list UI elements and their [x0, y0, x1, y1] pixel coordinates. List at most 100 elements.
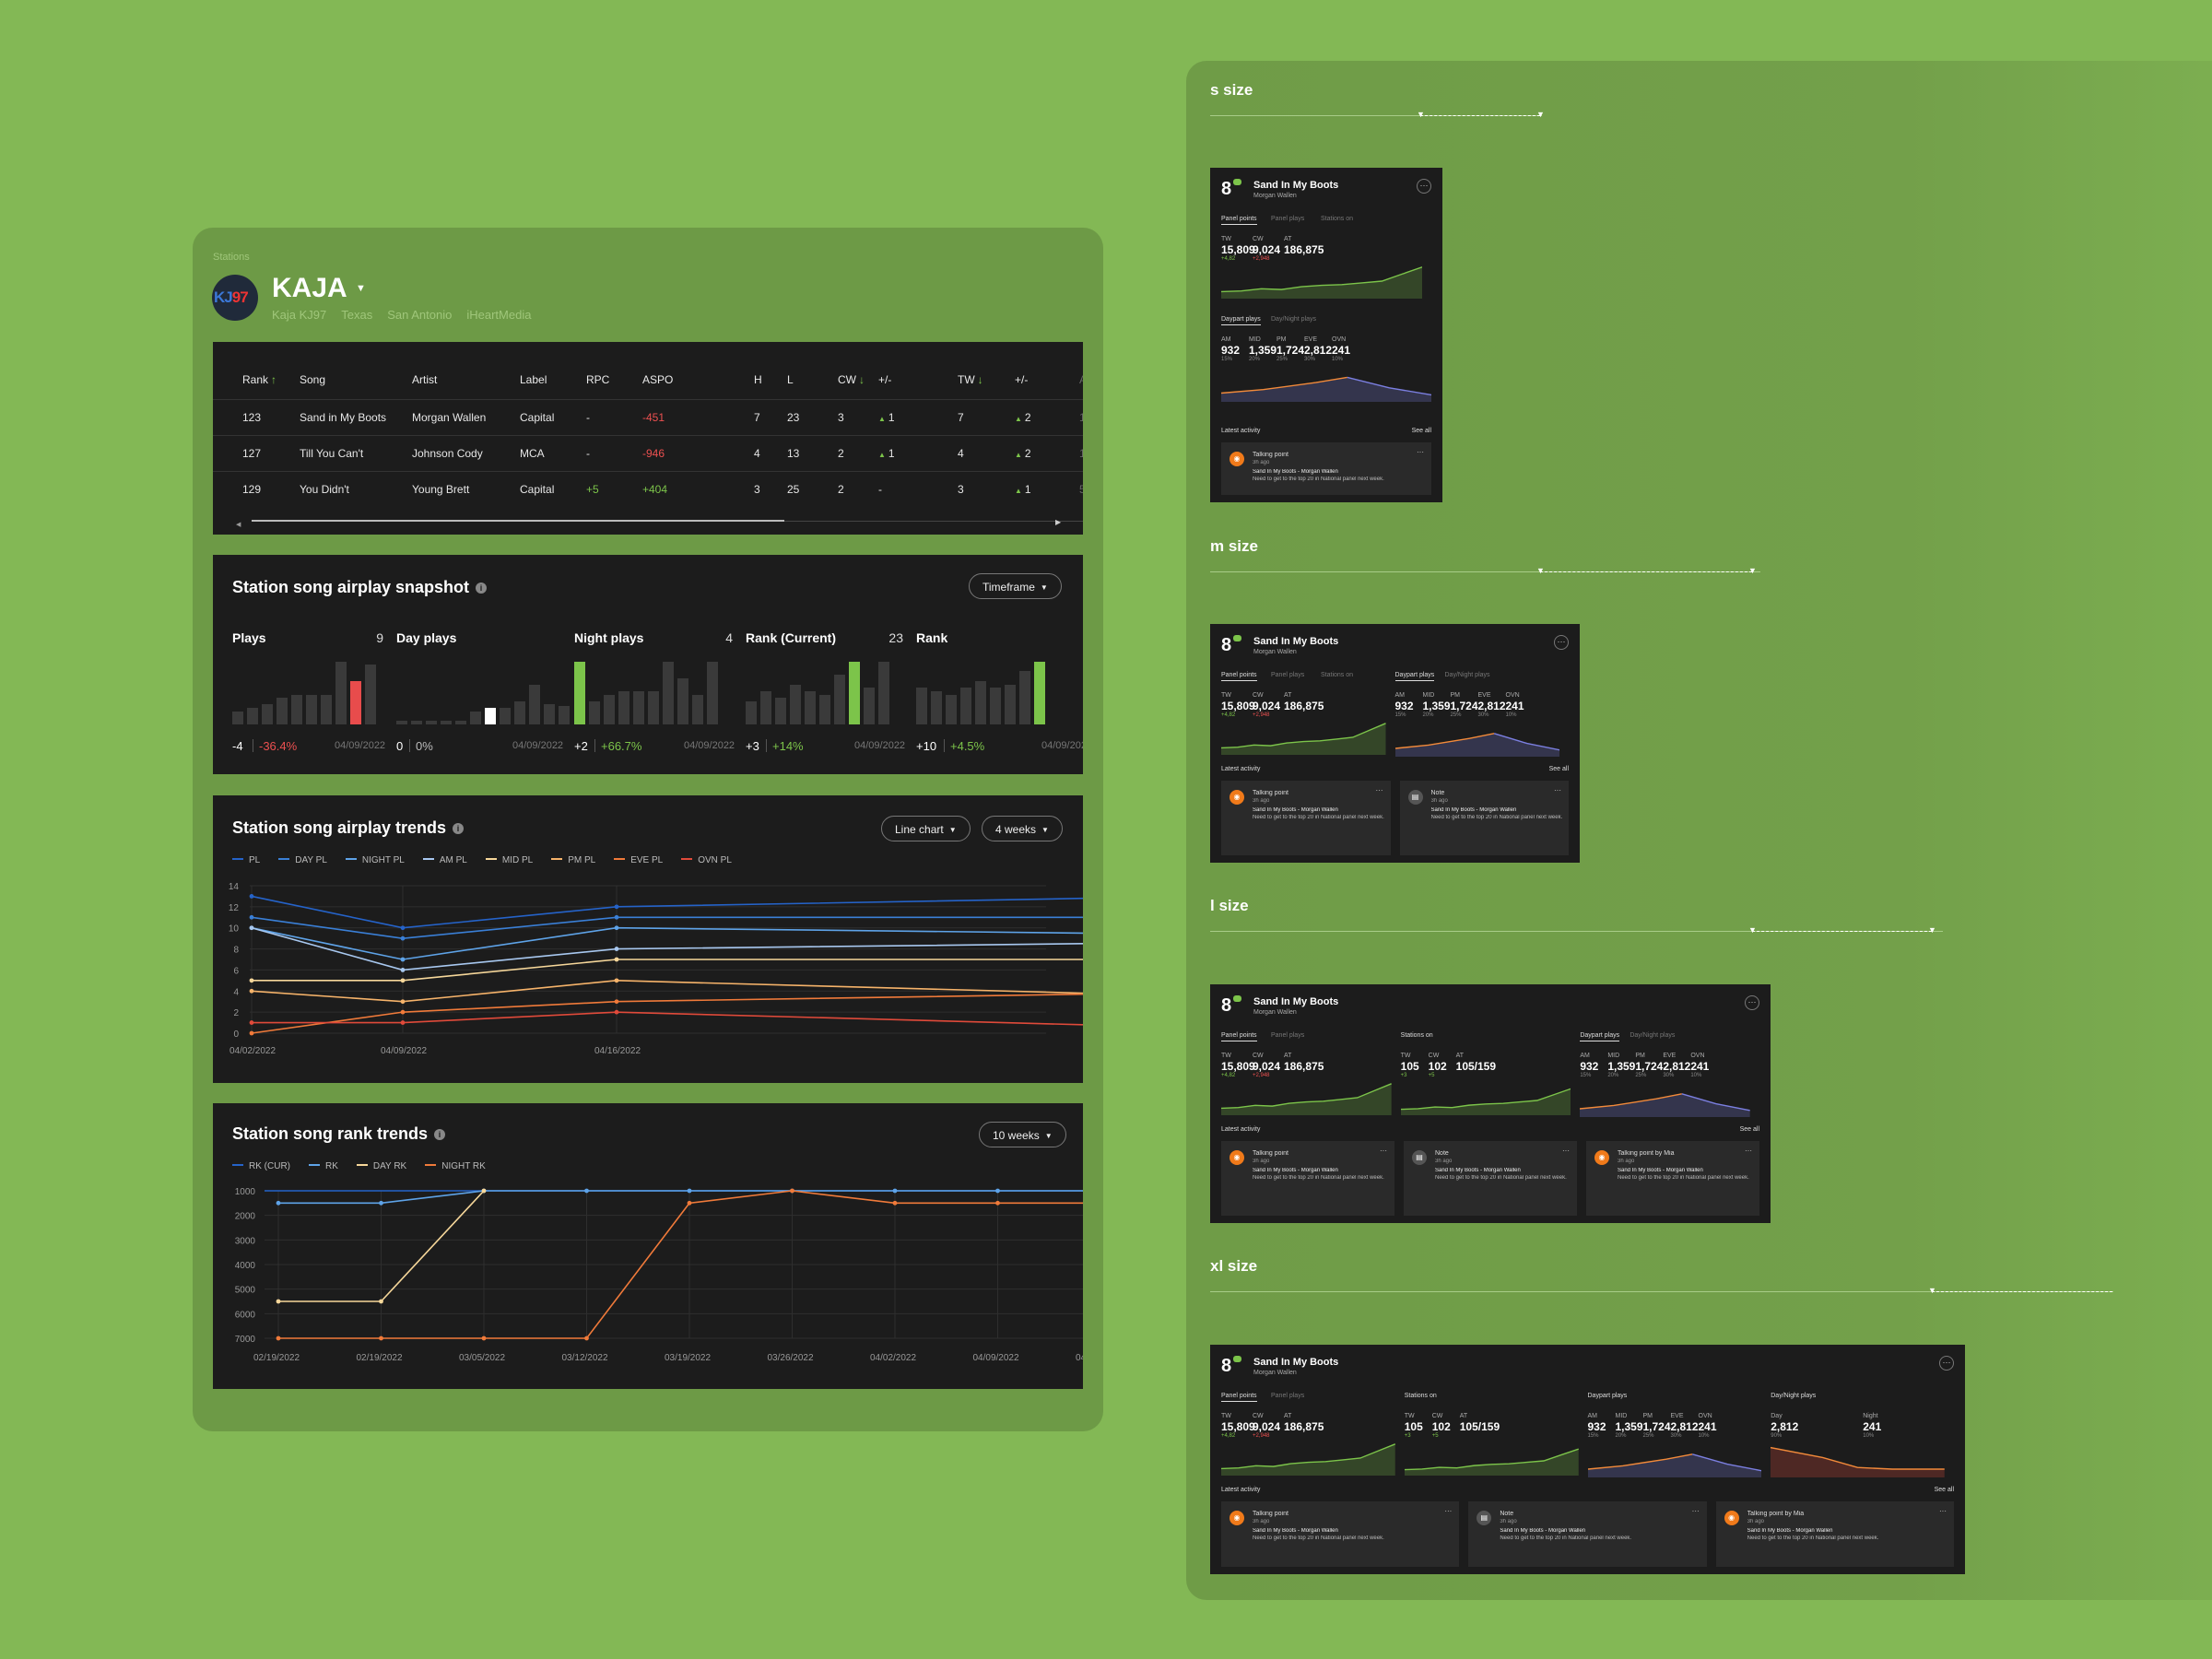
info-icon[interactable]: i [476, 582, 488, 594]
table-cell-rank: 127 [242, 447, 262, 460]
column-header[interactable]: A [1079, 373, 1083, 386]
card-tab[interactable]: Day/Night plays [1630, 1032, 1676, 1039]
snapshot-pct: -36.4% [259, 739, 298, 753]
chart-type-dropdown[interactable]: Line chart ▼ [881, 816, 971, 841]
ruler-marker[interactable]: ▼ [1748, 566, 1757, 575]
scroll-right-icon[interactable]: ▶ [1055, 518, 1062, 526]
card-tab[interactable]: Panel plays [1271, 1032, 1305, 1039]
legend-item[interactable]: MID PL [485, 855, 533, 865]
column-header[interactable]: ASPO [642, 373, 674, 386]
breadcrumb[interactable]: Stations [213, 252, 250, 263]
activity-menu-icon[interactable]: ··· [1554, 786, 1561, 794]
legend-item[interactable]: EVE PL [614, 855, 663, 865]
info-icon[interactable]: i [434, 1129, 446, 1140]
activity-item[interactable]: ◉ Talking point 3h ago Sand In My Boots - M… [1221, 1501, 1460, 1567]
legend-item[interactable]: NIGHT PL [345, 855, 405, 865]
sparkline-line [1404, 1448, 1579, 1471]
ruler-marker[interactable]: ▼ [1928, 925, 1936, 935]
legend-item[interactable]: RK [309, 1161, 338, 1171]
column-header[interactable]: Artist [412, 373, 438, 386]
column-header[interactable]: +/- [878, 373, 892, 386]
column-header[interactable]: Song [300, 373, 326, 386]
legend-item[interactable]: AM PL [422, 855, 467, 865]
activity-item[interactable]: ▤ Note 3h ago Sand In My Boots - Morgan Wal… [1468, 1501, 1707, 1567]
activity-item[interactable]: ◉ Talking point by Mia 3h ago Sand In My Bo… [1715, 1501, 1954, 1567]
card-tab[interactable]: Day/Night plays [1444, 672, 1490, 678]
legend-item[interactable]: PL [232, 855, 260, 865]
activity-item[interactable]: ◉ Talking point 3h ago Sand In My Boots - M… [1221, 1141, 1394, 1216]
more-options-icon[interactable]: ··· [1417, 179, 1431, 194]
legend-item[interactable]: OVN PL [681, 855, 732, 865]
card-tab[interactable]: Daypart plays [1221, 316, 1261, 325]
ruler-marker[interactable]: ▼ [1928, 1286, 1936, 1295]
card-tab[interactable]: Daypart plays [1580, 1032, 1620, 1041]
card-tab[interactable]: Panel points [1221, 1393, 1257, 1402]
column-header[interactable]: +/- [1015, 373, 1029, 386]
card-tab[interactable]: Day/Night plays [1271, 316, 1317, 323]
card-tab[interactable]: Daypart plays [1394, 672, 1435, 681]
activity-menu-icon[interactable]: ··· [1562, 1147, 1570, 1155]
scroll-left-icon[interactable]: ◀ [236, 522, 241, 528]
activity-menu-icon[interactable]: ··· [1938, 1507, 1947, 1515]
activity-menu-icon[interactable]: ··· [1444, 1507, 1453, 1515]
more-options-icon[interactable]: ··· [1745, 995, 1759, 1010]
see-all-link[interactable]: See all [1934, 1487, 1954, 1493]
scrollbar-thumb[interactable] [252, 520, 784, 522]
column-header[interactable]: CW ↓ [838, 373, 865, 386]
activity-menu-icon[interactable]: ··· [1745, 1147, 1752, 1155]
card-tab[interactable]: Panel points [1221, 672, 1257, 681]
info-icon[interactable]: i [453, 823, 465, 834]
card-tab[interactable]: Panel plays [1271, 1393, 1305, 1399]
legend-item[interactable]: DAY RK [356, 1161, 406, 1171]
activity-item[interactable]: ◉ Talking point 3h ago Sand In My Boots - M… [1221, 781, 1391, 855]
column-header[interactable]: H [754, 373, 762, 386]
snapshot-bar [663, 661, 674, 724]
card-tab[interactable]: Panel points [1221, 1032, 1257, 1041]
legend-item[interactable]: DAY PL [278, 855, 327, 865]
card-tab[interactable]: Panel plays [1271, 672, 1305, 678]
card-tab[interactable]: Panel points [1221, 216, 1257, 225]
table-row[interactable]: 129 You Didn't Young Brett Capital +5 +404 3 25… [213, 471, 1083, 507]
station-dropdown-icon[interactable]: ▼ [356, 283, 366, 294]
activity-item[interactable]: ▤ Note 3h ago Sand In My Boots - Morgan Wal… [1404, 1141, 1577, 1216]
legend-item[interactable]: NIGHT RK [425, 1161, 486, 1171]
activity-item[interactable]: ◉ Talking point by Mia 3h ago Sand In My Bo… [1586, 1141, 1759, 1216]
column-header[interactable]: TW ↓ [958, 373, 983, 386]
table-row[interactable]: 123 Sand in My Boots Morgan Wallen Capital -… [213, 399, 1083, 435]
sparkline-line [1681, 1093, 1750, 1112]
stat-key: CW [1253, 1053, 1264, 1059]
see-all-link[interactable]: See all [1739, 1126, 1759, 1133]
activity-menu-icon[interactable]: ··· [1380, 1147, 1387, 1155]
data-point [614, 925, 619, 931]
column-header[interactable]: RPC [586, 373, 610, 386]
ruler-marker[interactable]: ▼ [1748, 925, 1757, 935]
legend-item[interactable]: RK (CUR) [232, 1161, 290, 1171]
more-options-icon[interactable]: ··· [1939, 1356, 1954, 1371]
timeframe-dropdown[interactable]: Timeframe ▼ [969, 573, 1062, 599]
card-tab[interactable]: Stations on [1321, 672, 1354, 678]
snapshot-bar [864, 688, 875, 724]
card-tab[interactable]: Panel plays [1271, 216, 1305, 222]
card-tab[interactable]: Stations on [1321, 216, 1354, 222]
see-all-link[interactable]: See all [1411, 428, 1431, 434]
ruler-marker[interactable]: ▼ [1536, 566, 1545, 575]
column-header[interactable]: Rank ↑ [242, 373, 277, 386]
activity-item[interactable]: ◉ Talking point 3h ago Sand In My Boots - M… [1221, 442, 1431, 495]
ruler-marker[interactable]: ▼ [1417, 110, 1425, 119]
legend-item[interactable]: PM PL [551, 855, 595, 865]
column-header[interactable]: Label [520, 373, 547, 386]
stat-delta: 25% [1642, 1433, 1654, 1439]
rank-range-dropdown[interactable]: 10 weeks ▼ [979, 1122, 1066, 1147]
activity-menu-icon[interactable]: ··· [1375, 786, 1383, 794]
activity-menu-icon[interactable]: ··· [1691, 1507, 1700, 1515]
ruler-marker[interactable]: ▼ [1536, 110, 1545, 119]
activity-item[interactable]: ▤ Note 3h ago Sand In My Boots - Morgan Wal… [1399, 781, 1569, 855]
table-row[interactable]: 127 Till You Can't Johnson Cody MCA - -946 4 13… [213, 435, 1083, 471]
activity-menu-icon[interactable]: ··· [1417, 448, 1424, 456]
column-header[interactable]: L [787, 373, 794, 386]
more-options-icon[interactable]: ··· [1554, 635, 1569, 650]
stat-delta: +4,82 [1221, 1073, 1236, 1078]
see-all-link[interactable]: See all [1548, 766, 1569, 772]
stat-value: 186,875 [1284, 243, 1324, 256]
range-dropdown[interactable]: 4 weeks ▼ [982, 816, 1063, 841]
